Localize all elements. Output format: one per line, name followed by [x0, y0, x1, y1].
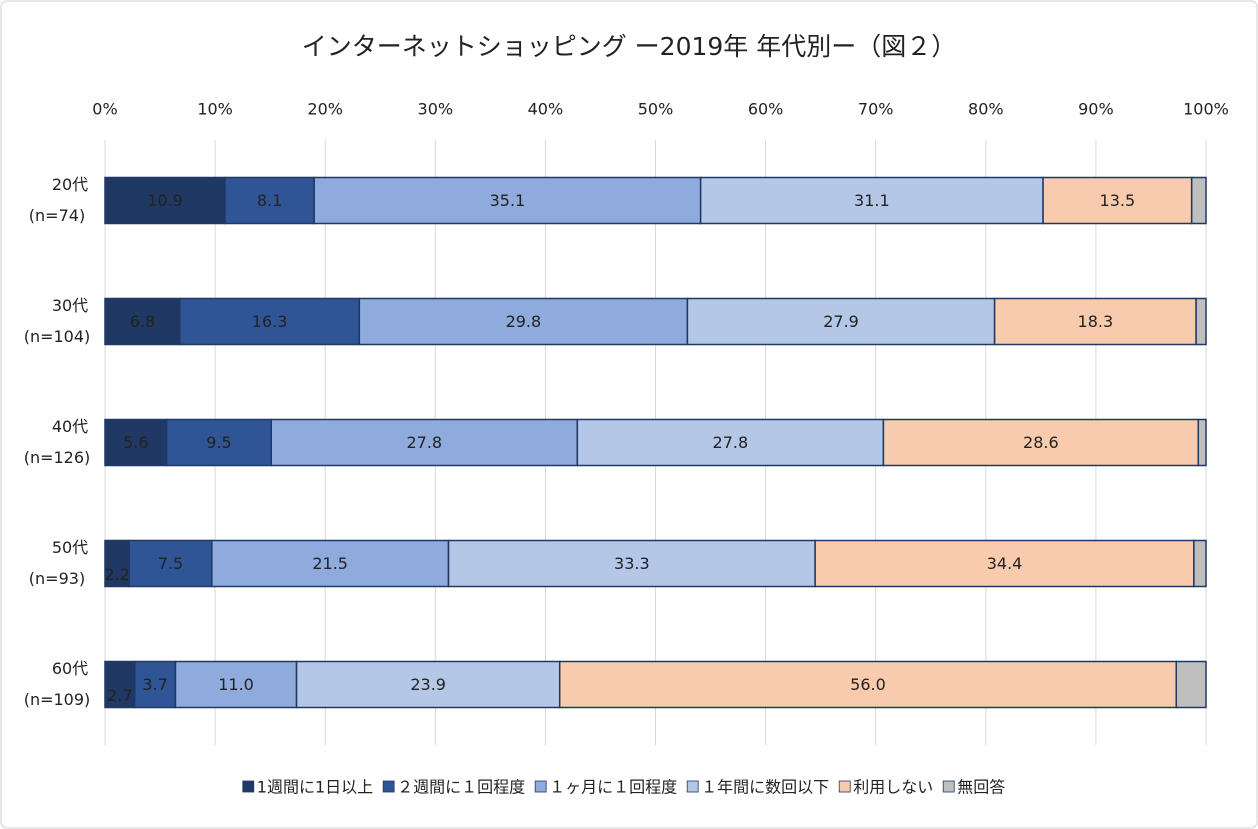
- bar-segment: [313, 176, 702, 225]
- x-tick-label: 70%: [858, 100, 894, 119]
- bar-segment: [1190, 176, 1207, 225]
- value-label: 34.4: [987, 554, 1023, 573]
- bar-segment: [1175, 660, 1207, 709]
- category-label: 50代: [52, 538, 88, 557]
- value-label: 2.7: [107, 686, 132, 705]
- value-label: 29.8: [506, 312, 542, 331]
- legend-label: 無回答: [957, 778, 1005, 797]
- value-label: 13.5: [1100, 191, 1136, 210]
- legend-swatch: [838, 780, 851, 793]
- legend-label: 利用しない: [853, 778, 933, 797]
- bar-segment: [179, 297, 361, 346]
- value-label: 33.3: [614, 554, 650, 573]
- category-label: 60代: [52, 659, 88, 678]
- x-tick-label: 0%: [92, 100, 117, 119]
- value-label: 10.9: [147, 191, 183, 210]
- value-label: 11.0: [218, 675, 254, 694]
- value-label: 16.3: [252, 312, 288, 331]
- bar-segment: [295, 660, 561, 709]
- bar-segment: [1197, 418, 1207, 467]
- sample-size-label: (n=74): [29, 206, 85, 225]
- bar-segment: [882, 418, 1200, 467]
- legend-swatch: [534, 780, 547, 793]
- bar-segment: [104, 418, 168, 467]
- value-label: 31.1: [854, 191, 890, 210]
- value-label: 28.6: [1023, 433, 1059, 452]
- value-label: 56.0: [850, 675, 886, 694]
- x-tick-label: 80%: [968, 100, 1004, 119]
- x-tick-label: 50%: [638, 100, 674, 119]
- value-label: 3.7: [142, 675, 167, 694]
- category-label: 40代: [52, 417, 88, 436]
- value-label: 9.5: [206, 433, 231, 452]
- legend-label: １ヶ月に１回程度: [549, 778, 677, 797]
- bar-segment: [576, 418, 885, 467]
- bar-segment: [211, 539, 450, 588]
- value-label: 21.5: [312, 554, 348, 573]
- sample-size-label: (n=126): [24, 448, 91, 467]
- bar-segment: [104, 297, 181, 346]
- bar-segment: [174, 660, 298, 709]
- legend-label: ２週間に１回程度: [397, 778, 525, 797]
- sample-size-label: (n=109): [24, 690, 91, 709]
- x-tick-label: 20%: [307, 100, 343, 119]
- bar-segment: [165, 418, 273, 467]
- legend-label: １年間に数回以下: [701, 778, 829, 797]
- value-label: 27.8: [406, 433, 442, 452]
- x-tick-label: 30%: [418, 100, 454, 119]
- bar-segment: [128, 539, 213, 588]
- bar-segment: [993, 297, 1197, 346]
- bar-segment: [270, 418, 579, 467]
- bar-segment: [814, 539, 1195, 588]
- category-label: 30代: [52, 296, 88, 315]
- value-label: 7.5: [158, 554, 183, 573]
- x-tick-label: 100%: [1183, 100, 1229, 119]
- x-tick-label: 60%: [748, 100, 784, 119]
- sample-size-label: (n=104): [24, 327, 91, 346]
- bar-segment: [1193, 539, 1207, 588]
- bar-segment: [104, 539, 130, 588]
- value-label: 8.1: [257, 191, 282, 210]
- x-tick-label: 10%: [197, 100, 233, 119]
- category-label: 20代: [52, 175, 88, 194]
- sample-size-label: (n=93): [29, 569, 85, 588]
- legend-swatch: [382, 780, 395, 793]
- legend-swatch: [242, 780, 255, 793]
- chart-title: インターネットショッピング ー2019年 年代別ー（図２）: [302, 32, 957, 61]
- bar-segment: [1195, 297, 1207, 346]
- x-tick-label: 90%: [1078, 100, 1114, 119]
- value-label: 18.3: [1078, 312, 1114, 331]
- value-label: 2.2: [104, 565, 129, 584]
- value-label: 23.9: [410, 675, 446, 694]
- bar-segment: [558, 660, 1178, 709]
- legend-swatch: [942, 780, 955, 793]
- legend-swatch: [686, 780, 699, 793]
- value-label: 35.1: [490, 191, 526, 210]
- legend-label: 1週間に1日以上: [257, 778, 373, 797]
- x-tick-label: 40%: [528, 100, 564, 119]
- value-label: 5.6: [123, 433, 148, 452]
- value-label: 27.8: [713, 433, 749, 452]
- value-label: 6.8: [130, 312, 155, 331]
- bar-segment: [358, 297, 689, 346]
- value-label: 27.9: [823, 312, 859, 331]
